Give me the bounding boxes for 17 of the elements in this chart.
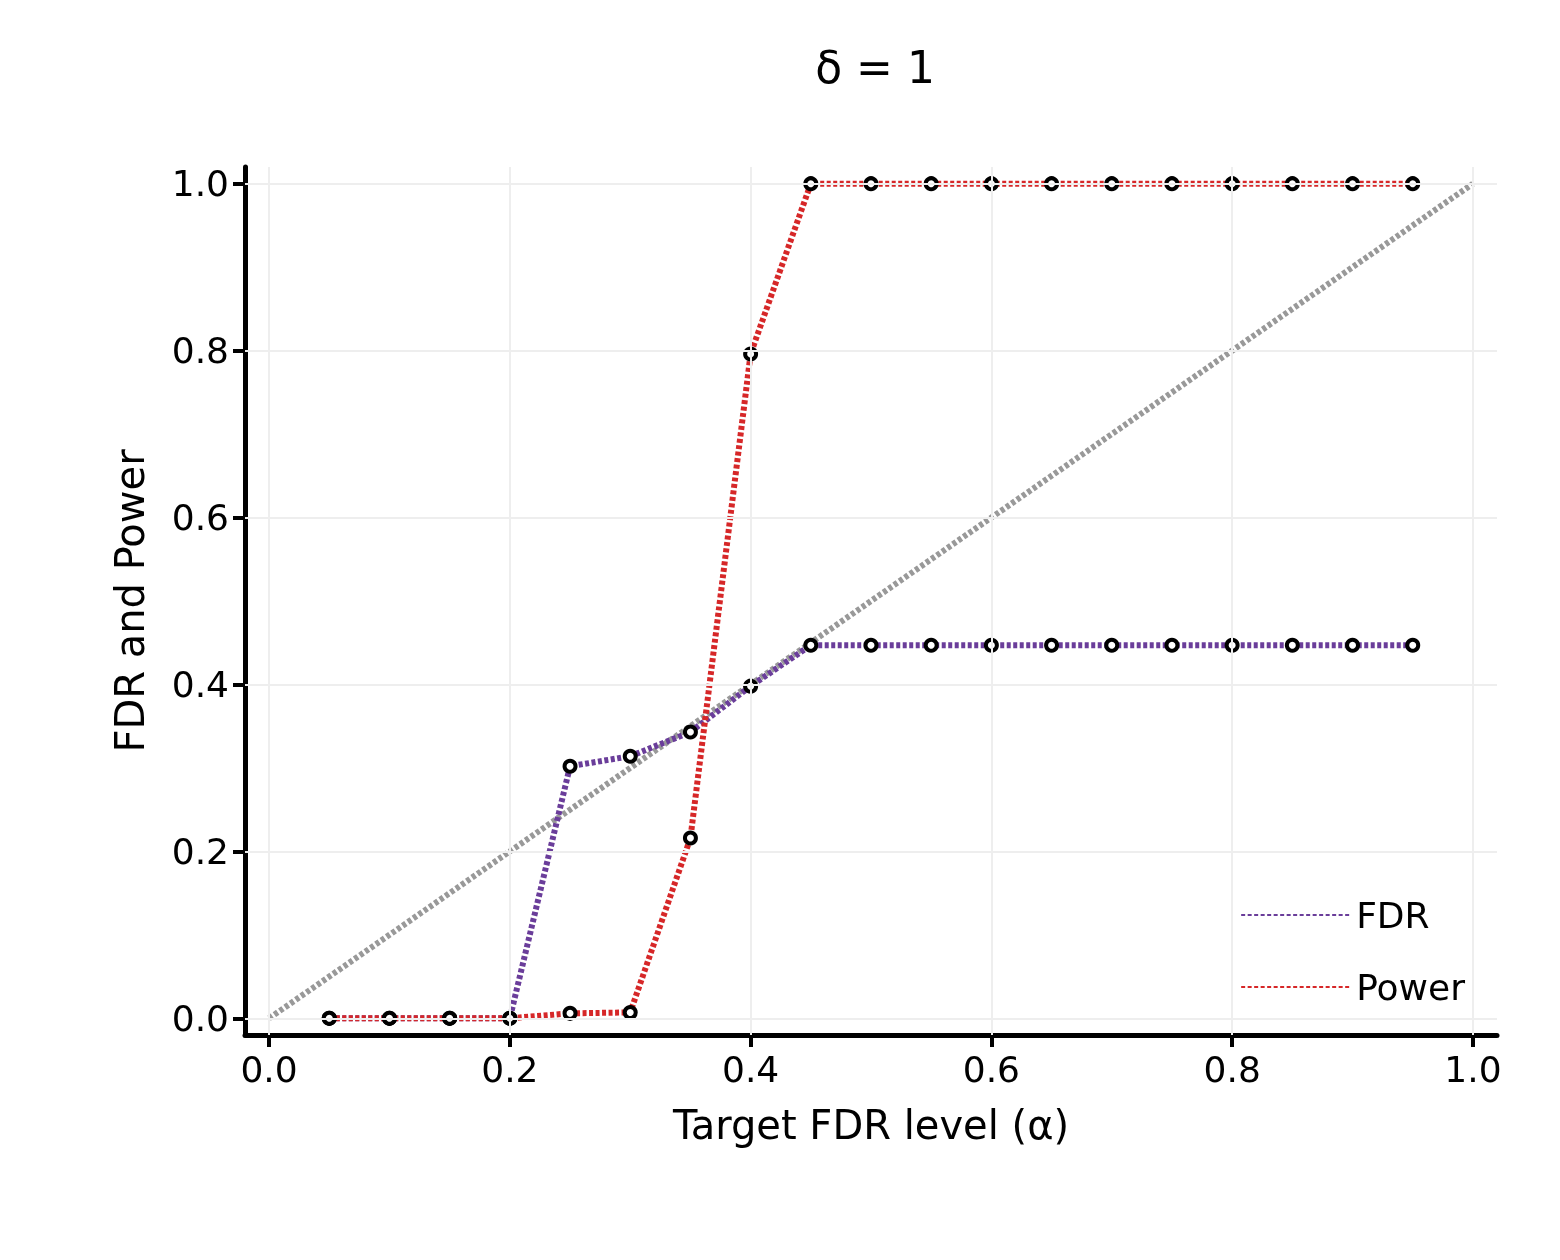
x-tick-label: 0.0	[240, 1048, 298, 1090]
x-tick-label: 0.4	[721, 1048, 780, 1090]
x-tick-label: 0.6	[962, 1048, 1021, 1090]
y-tick-label: 0.8	[171, 330, 229, 372]
chart-title: δ = 1	[815, 41, 935, 93]
x-axis-title: Target FDR level (α)	[671, 1102, 1070, 1148]
legend-label: Power	[1356, 966, 1466, 1008]
x-tick-label: 1.0	[1444, 1048, 1502, 1090]
y-axis-title: FDR and Power	[107, 448, 153, 753]
legend-label: FDR	[1356, 894, 1430, 936]
y-tick-label: 1.0	[171, 163, 229, 205]
y-tick-label: 0.2	[171, 830, 229, 872]
y-tick-label: 0.4	[171, 663, 229, 705]
x-tick-label: 0.8	[1203, 1048, 1261, 1090]
y-tick-label: 0.6	[171, 497, 229, 539]
y-tick-label: 0.0	[171, 997, 229, 1039]
x-tick-label: 0.2	[481, 1048, 539, 1090]
